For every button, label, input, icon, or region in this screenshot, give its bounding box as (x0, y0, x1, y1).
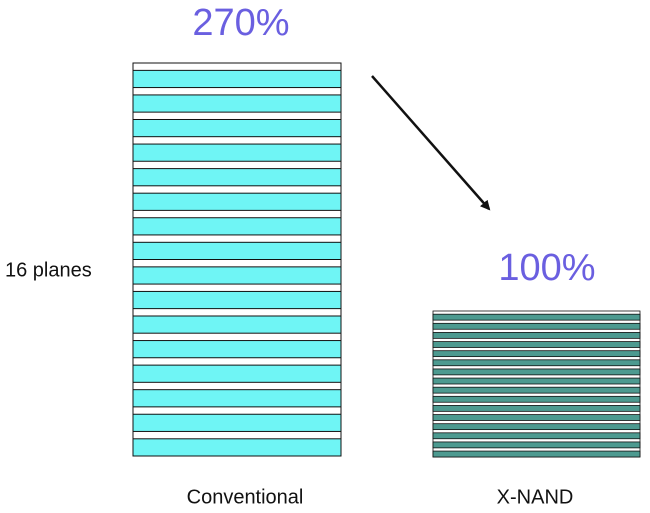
plane (432, 332, 641, 339)
conventional-ratio: 270% (192, 2, 289, 44)
xnand-stack (432, 310, 641, 458)
plane (432, 450, 641, 458)
plane (432, 441, 641, 449)
xnand-label: X-NAND (497, 486, 574, 508)
plane (432, 313, 641, 321)
plane (132, 143, 342, 162)
plane (432, 405, 641, 412)
plane (432, 368, 641, 376)
plane (432, 377, 641, 385)
side-label: 16 planes (5, 259, 92, 281)
plane (132, 192, 342, 211)
plane (132, 118, 342, 138)
plane (432, 341, 641, 348)
plane (432, 359, 641, 367)
plane (132, 266, 342, 285)
plane (132, 94, 342, 113)
plane (432, 322, 641, 330)
arrow (371, 75, 491, 211)
plane (132, 315, 342, 334)
plane (132, 389, 342, 408)
plane (132, 69, 342, 89)
plane (432, 350, 641, 358)
plane (132, 290, 342, 310)
plane (432, 423, 641, 431)
plane (432, 395, 641, 403)
plane (432, 414, 641, 421)
plane (132, 241, 342, 260)
conventional-label: Conventional (187, 486, 304, 508)
plane (132, 413, 342, 432)
plane (132, 168, 342, 187)
plane (132, 340, 342, 359)
plane (132, 438, 342, 457)
conventional-stack (132, 62, 342, 457)
plane (132, 364, 342, 383)
xnand-ratio: 100% (498, 247, 595, 289)
plane (432, 386, 641, 394)
plane (132, 217, 342, 236)
plane (432, 432, 641, 440)
